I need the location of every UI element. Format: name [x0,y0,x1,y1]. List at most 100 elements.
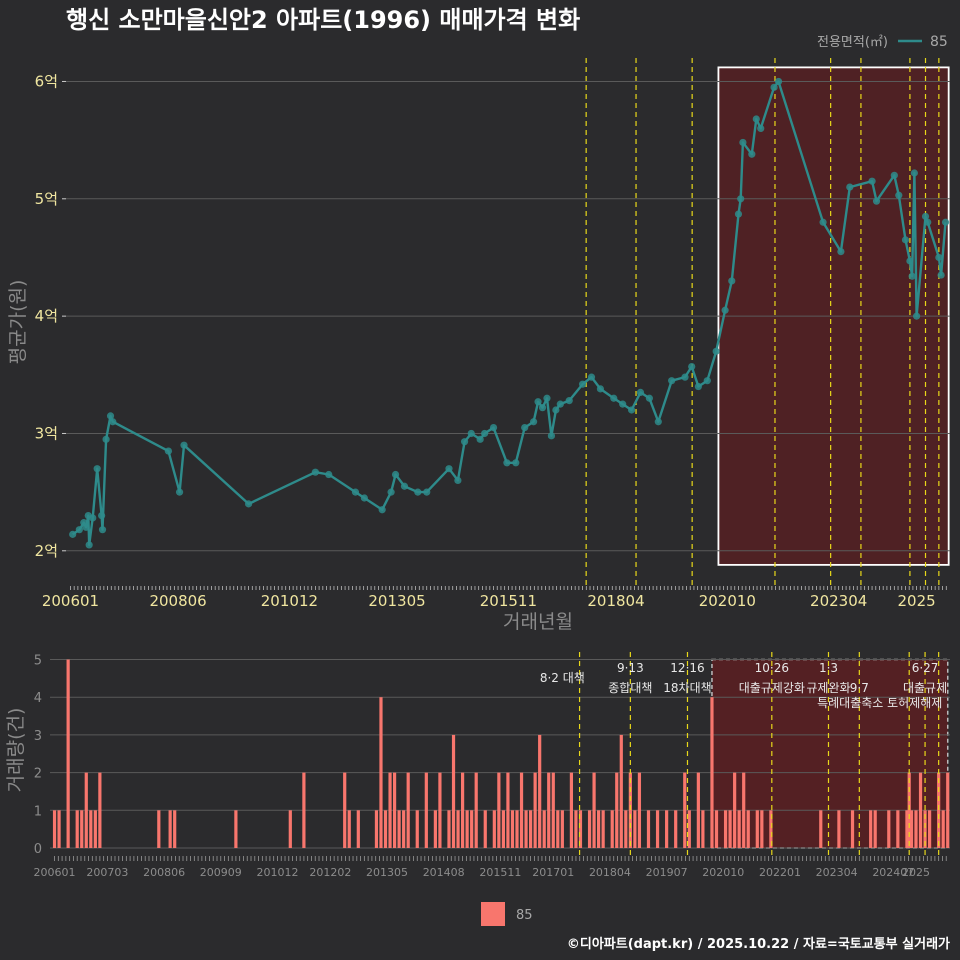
price-data-point [552,406,560,414]
price-data-point [467,429,475,438]
volume-bar [501,810,506,848]
volume-bar [93,810,97,848]
volume-bar [515,810,519,848]
price-data-point [98,511,106,520]
volume-bar [547,772,551,848]
price-data-point [543,394,551,402]
policy-annotation: 종합대책 [608,680,652,695]
volume-bar [896,810,900,848]
volume-bar [683,772,687,848]
volume-bar [597,810,601,848]
price-data-point [703,377,711,385]
price-data-point [610,394,618,402]
bar-x-tick-label: 2025 [902,866,930,879]
volume-bar [946,772,950,848]
price-data-point [512,459,520,467]
line-legend: 전용면적(㎡) 85 [817,34,948,50]
volume-bar [84,772,88,848]
bar-y-tick-label: 1 [34,804,42,819]
volume-bar [465,810,469,848]
price-data-point [454,476,462,484]
credit-text: ©디아파트(dapt.kr) / 2025.10.22 / 자료=국토교통부 실… [567,936,950,952]
price-data-point [924,218,932,226]
volume-bar [460,772,465,848]
y-tick-label: 5억 [35,190,58,208]
price-data-point [93,465,101,473]
price-data-point [489,424,498,432]
bar-x-tick-label: 201701 [532,866,574,879]
volume-bar [538,734,542,848]
volume-bar [578,810,583,848]
price-data-point [391,470,400,479]
price-data-point [890,171,898,179]
price-data-point [556,400,564,408]
volume-bar [723,810,728,848]
volume-bar [665,810,669,848]
bar-x-tick-label: 201408 [423,866,465,879]
price-data-point [636,388,645,396]
bar-x-tick-label: 200703 [86,866,128,879]
volume-bar [619,734,623,848]
bar-x-tick-label: 201907 [646,866,688,879]
volume-bar [869,810,873,848]
bar-x-tick-label: 200806 [143,866,185,879]
volume-bar [755,810,759,848]
bar-y-tick-label: 4 [34,691,42,706]
price-data-point [106,412,115,420]
volume-bar [733,772,737,848]
volume-bar [701,810,705,848]
volume-bar [80,810,84,848]
bar-y-axis-title: 거래량(건) [5,708,27,793]
volume-bar [497,772,501,848]
volume-bar [66,659,70,848]
volume-bar [560,810,564,848]
bar-x-tick-label: 201202 [309,866,351,879]
volume-bar [492,810,496,848]
price-data-point [935,253,943,262]
x-tick-label: 201804 [587,592,644,610]
volume-bar [714,810,719,848]
volume-bar [483,810,487,848]
price-data-point [921,212,930,220]
policy-annotation: 특례대출축소 토허제해제 [817,696,942,710]
volume-bar [710,697,714,848]
volume-bar [374,810,379,848]
volume-bar [506,772,510,848]
price-data-point [596,385,605,393]
volume-bar [655,810,660,848]
y-tick-label: 2억 [35,542,58,560]
volume-bar [415,810,419,848]
x-tick-label: 201305 [368,592,425,610]
volume-bar [470,810,474,848]
bar-x-tick-label: 202407 [872,866,914,879]
volume-bar [52,810,57,848]
volume-bar [918,772,923,848]
policy-annotation: 6·27 [912,661,939,675]
price-data-point [530,418,538,426]
volume-bar [406,772,410,848]
volume-bar [447,810,451,848]
price-data-point [645,394,653,402]
volume-bar [674,810,678,848]
volume-bar [905,810,909,848]
price-data-point [587,373,596,381]
bar-legend-swatch [481,902,505,926]
volume-bar [592,772,596,848]
volume-bar [438,772,442,848]
price-data-point [460,438,469,446]
volume-bar [914,810,918,848]
volume-bar [837,810,841,848]
volume-bar [633,810,637,848]
x-tick-label: 200806 [149,592,206,610]
volume-bar [388,772,392,848]
price-data-point [941,218,950,226]
policy-annotation: 대출규제강화 [739,681,805,695]
price-data-point [757,124,765,132]
price-data-point [681,373,689,381]
price-data-point [654,418,662,426]
policy-annotation: 9·13 [617,661,644,675]
price-data-point [565,397,573,405]
volume-bar [533,772,537,848]
bar-x-tick-label: 200601 [34,866,76,879]
price-data-point [325,470,333,479]
